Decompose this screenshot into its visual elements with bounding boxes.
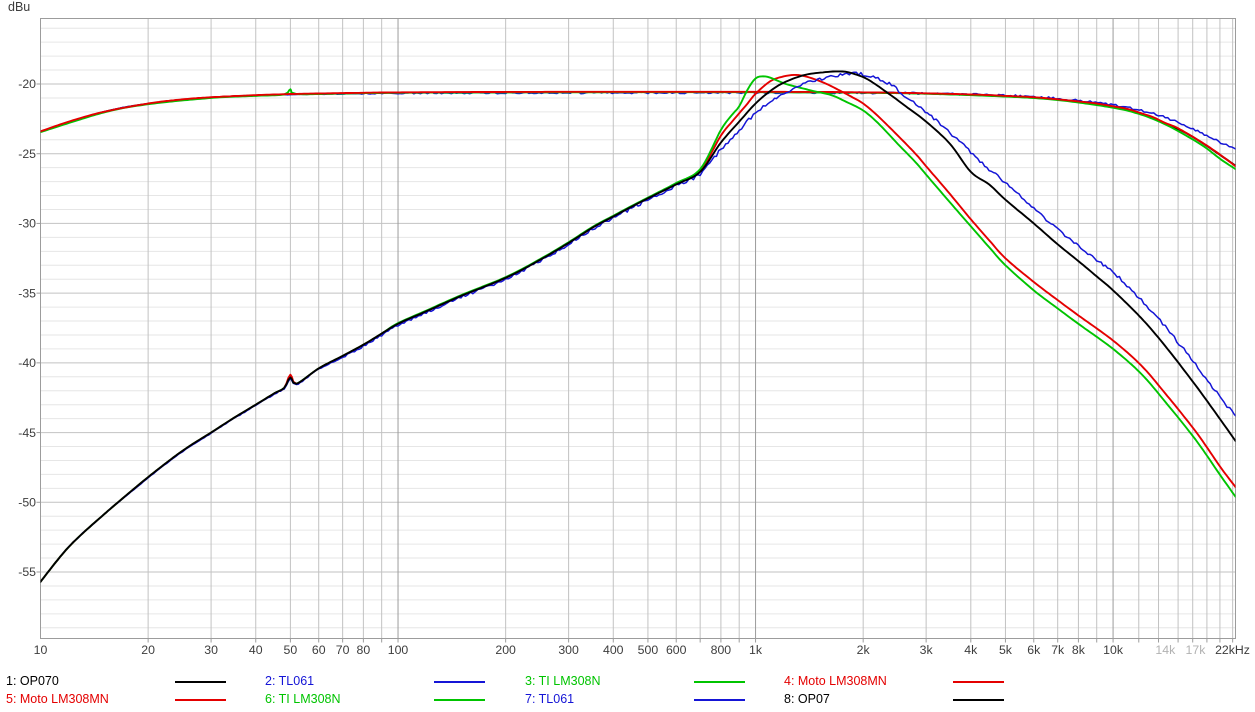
legend-line-swatch <box>434 680 485 683</box>
x-tick-label: 40 <box>249 643 263 657</box>
legend-line-swatch <box>175 680 226 683</box>
chart-plot-area: 10 20 30 40 50 60 70 80 100 200 300 400 500 600 800 1k 2… <box>18 18 1250 657</box>
x-tick-label: 6k <box>1027 643 1041 657</box>
legend-line-swatch <box>175 698 226 701</box>
legend-line-swatch <box>694 698 745 701</box>
curve-3-ti-lm308n <box>40 75 1236 583</box>
x-tick-label: 22kHz <box>1215 643 1250 657</box>
legend-label: 7: TL061 <box>525 692 575 706</box>
y-tick-label: -55 <box>18 565 36 579</box>
y-tick-label: -35 <box>18 286 36 300</box>
y-tick-label: -50 <box>18 495 36 509</box>
legend-label: 8: OP07 <box>784 692 830 706</box>
x-tick-label: 8k <box>1072 643 1086 657</box>
x-tick-label: 600 <box>666 643 687 657</box>
y-axis-unit-label: dBu <box>8 0 31 14</box>
x-tick-label: 10 <box>34 643 48 657</box>
y-tick-label: -30 <box>18 217 36 231</box>
x-tick-label: 70 <box>336 643 350 657</box>
y-tick-label: -45 <box>18 426 36 440</box>
x-tick-label: 30 <box>204 643 218 657</box>
legend-line-swatch <box>953 698 1004 701</box>
x-tick-label: 14k <box>1155 643 1176 657</box>
curve-8-op07 <box>40 91 1236 167</box>
x-tick-label: 60 <box>312 643 326 657</box>
legend-label: 6: TI LM308N <box>265 692 341 706</box>
x-tick-label: 20 <box>141 643 155 657</box>
x-tick-label: 1k <box>749 643 763 657</box>
y-tick-label: -20 <box>18 77 36 91</box>
x-tick-label: 300 <box>558 643 579 657</box>
x-tick-label: 2k <box>857 643 871 657</box>
x-tick-label: 80 <box>357 643 371 657</box>
curve-6-ti-lm308n <box>40 88 1236 171</box>
x-tick-label: 7k <box>1051 643 1065 657</box>
x-tick-label: 4k <box>964 643 978 657</box>
x-tick-label: 5k <box>999 643 1013 657</box>
legend-line-swatch <box>434 698 485 701</box>
legend-label: 1: OP070 <box>6 674 59 688</box>
x-tick-label: 500 <box>638 643 659 657</box>
x-tick-label: 50 <box>284 643 298 657</box>
y-tick-label: -25 <box>18 147 36 161</box>
curve-4-moto-lm308mn <box>40 73 1236 583</box>
y-tick-label: -40 <box>18 356 36 370</box>
x-tick-label: 10k <box>1103 643 1124 657</box>
x-tick-label: 100 <box>388 643 409 657</box>
legend-label: 3: TI LM308N <box>525 674 601 688</box>
curve-5-moto-lm308mn <box>40 90 1236 168</box>
x-tick-label: 800 <box>711 643 732 657</box>
x-tick-label: 3k <box>920 643 934 657</box>
legend-label: 5: Moto LM308MN <box>6 692 109 706</box>
x-tick-label: 400 <box>603 643 624 657</box>
legend-line-swatch <box>694 680 745 683</box>
legend-label: 4: Moto LM308MN <box>784 674 887 688</box>
curve-2-tl061 <box>40 71 1236 583</box>
curve-1-op070 <box>40 70 1236 583</box>
x-tick-label: 200 <box>495 643 516 657</box>
legend-label: 2: TL061 <box>265 674 315 688</box>
x-tick-label: 17k <box>1186 643 1207 657</box>
legend-line-swatch <box>953 680 1004 683</box>
